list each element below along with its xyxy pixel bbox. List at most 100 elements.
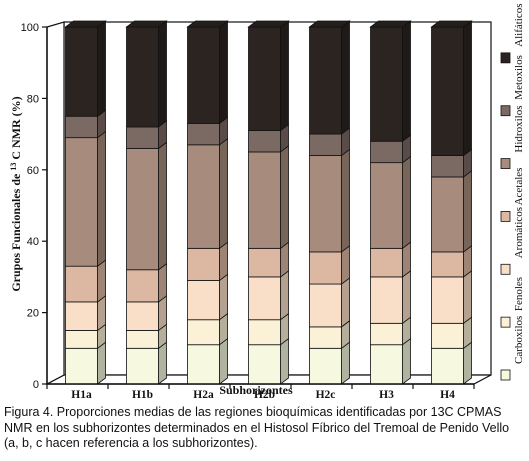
bar-side-face xyxy=(219,337,228,385)
bar-segment-H4-Fenoles xyxy=(431,316,472,350)
legend-item-Hidroxilos: Hidroxilos xyxy=(500,106,525,169)
bar-segment-H4-Alifáticos xyxy=(430,20,473,157)
x-tick-label: H1b xyxy=(132,389,153,400)
bar-front-face xyxy=(187,247,220,281)
bar-segment-H3-Acetales xyxy=(370,241,411,278)
bar-side-face xyxy=(158,262,167,303)
bar-segment-H1b-Fenoles xyxy=(126,323,167,350)
legend-label: Metoxilos xyxy=(513,55,525,100)
bar-front-face xyxy=(187,122,220,146)
legend-swatch xyxy=(500,369,511,381)
bar-side-face xyxy=(402,155,411,250)
bar-front-face xyxy=(65,301,98,331)
bar-front-face xyxy=(65,115,98,139)
bar-H4 xyxy=(430,20,473,385)
bar-front-face xyxy=(309,133,342,156)
bar-segment-H4-Aromáticos xyxy=(431,270,472,325)
bar-front-face xyxy=(309,326,342,349)
bar-segment-H2b-Acetales xyxy=(248,241,289,278)
bar-front-face xyxy=(248,247,281,278)
bar-front-face xyxy=(370,322,403,346)
bar-front-face xyxy=(248,319,281,346)
legend-item-Carboxilos: Carboxilos xyxy=(500,316,525,381)
figure-caption: Figura 4. Proporciones medias de las reg… xyxy=(4,405,510,450)
bar-front-face xyxy=(309,283,342,328)
bar-H3 xyxy=(369,20,412,385)
bar-front-face xyxy=(65,137,98,267)
x-tick-label: H1a xyxy=(71,389,92,400)
bar-segment-H2a-Fenoles xyxy=(187,312,228,346)
bar-front-face xyxy=(248,130,281,153)
bar-front-face xyxy=(126,347,159,385)
bar-front-face xyxy=(187,280,220,321)
bar-front-face xyxy=(431,155,464,178)
stacked-bar-chart: 0 20 40 60 80 100 H1a H1b H2a H2b H2c H3 H4 Carboxil… xyxy=(9,3,526,400)
bar-H1b xyxy=(125,20,168,385)
legend-swatch xyxy=(500,211,511,222)
legend-label: Acetales xyxy=(513,168,525,206)
bar-segment-H1b-Hidroxilos xyxy=(126,141,167,271)
bar-top-face xyxy=(247,20,290,28)
bar-front-face xyxy=(370,162,403,249)
x-tick-label: H2c xyxy=(316,389,336,400)
bar-segment-H2b-Aromáticos xyxy=(248,270,289,321)
bar-front-face xyxy=(431,276,464,324)
bar-H2b xyxy=(247,20,290,385)
bar-segment-H2c-Hidroxilos xyxy=(309,148,350,253)
y-tick-label: 80 xyxy=(27,93,39,105)
legend-label: Aromáticos xyxy=(513,207,525,258)
y-tick-label: 0 xyxy=(33,379,39,391)
legend-swatch xyxy=(500,52,511,64)
bar-segment-H1b-Acetales xyxy=(126,262,167,303)
bar-segment-H3-Alifáticos xyxy=(369,20,412,143)
bar-side-face xyxy=(280,20,289,132)
bar-front-face xyxy=(126,147,159,271)
bar-front-face xyxy=(126,269,159,303)
bar-side-face xyxy=(97,259,106,303)
bar-front-face xyxy=(248,151,281,249)
bars-group xyxy=(64,20,473,385)
bar-segment-H2c-Alifáticos xyxy=(308,20,351,135)
bar-segment-H2c-Carboxilos xyxy=(309,341,350,385)
bar-side-face xyxy=(280,270,289,321)
bar-segment-H2b-Hidroxilos xyxy=(248,145,289,250)
bar-segment-H2b-Metoxilos xyxy=(248,123,289,153)
y-tick-label: 60 xyxy=(27,165,39,177)
bar-segment-H4-Acetales xyxy=(431,245,472,278)
bar-segment-H2a-Alifáticos xyxy=(186,20,229,125)
legend-item-Acetales: Acetales xyxy=(500,168,525,222)
bar-front-face xyxy=(431,322,464,349)
legend-swatch xyxy=(500,263,511,275)
bar-segment-H1a-Alifáticos xyxy=(64,20,107,118)
bar-side-face xyxy=(463,270,472,325)
bar-top-face xyxy=(125,20,168,28)
legend-label: Carboxilos xyxy=(513,316,525,364)
bar-top-face xyxy=(369,20,412,28)
bar-side-face xyxy=(402,20,411,143)
side-wall xyxy=(46,21,65,385)
bar-segment-H3-Carboxilos xyxy=(370,337,411,385)
bar-side-face xyxy=(463,170,472,253)
bar-front-face xyxy=(431,251,464,278)
y-tick-label: 100 xyxy=(21,22,39,34)
bar-front-face xyxy=(126,301,159,331)
bar-front-face xyxy=(309,347,342,385)
bar-segment-H2a-Aromáticos xyxy=(187,273,228,321)
bar-side-face xyxy=(463,341,472,385)
bar-side-face xyxy=(280,337,289,385)
bar-front-face xyxy=(65,347,98,385)
bar-side-face xyxy=(219,273,228,321)
bar-side-face xyxy=(280,145,289,250)
bar-side-face xyxy=(219,20,228,125)
bar-side-face xyxy=(341,245,350,285)
bar-side-face xyxy=(158,20,167,128)
bar-segment-H1b-Aromáticos xyxy=(126,295,167,332)
bar-segment-H2a-Hidroxilos xyxy=(187,138,228,250)
bar-side-face xyxy=(402,337,411,385)
bar-segment-H2b-Carboxilos xyxy=(248,337,289,385)
legend-item-Fenoles: Fenoles xyxy=(500,277,525,328)
bar-segment-H2b-Alifáticos xyxy=(247,20,290,132)
bar-front-face xyxy=(248,276,281,321)
x-axis-label: Subhorizontes xyxy=(219,383,293,397)
